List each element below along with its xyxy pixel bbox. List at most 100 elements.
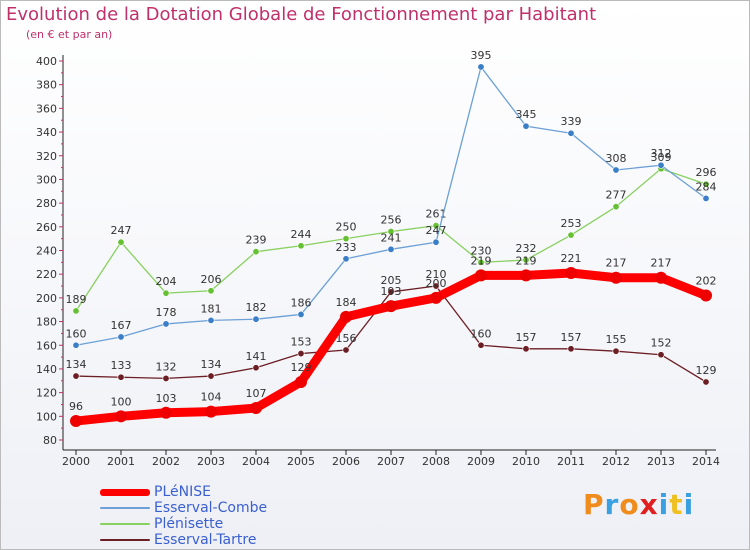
data-point-esserval-combe bbox=[117, 333, 125, 341]
data-label-esserval-tartre: 157 bbox=[516, 331, 537, 344]
data-label-esserval-combe: 241 bbox=[381, 231, 402, 244]
chart-legend: PLéNISE Esserval-Combe Plénisette Esserv… bbox=[100, 484, 267, 548]
data-point-pl-nisette bbox=[432, 222, 440, 230]
x-tick-label: 2008 bbox=[422, 455, 450, 468]
data-point-pl-nisette bbox=[612, 203, 620, 211]
data-label-pl-nise: 104 bbox=[201, 391, 222, 404]
data-label-esserval-tartre: 160 bbox=[471, 327, 492, 340]
data-point-esserval-tartre bbox=[72, 372, 80, 380]
data-label-esserval-combe: 284 bbox=[696, 180, 717, 193]
data-point-esserval-tartre bbox=[657, 351, 665, 359]
logo-letter: t bbox=[669, 488, 684, 521]
data-label-esserval-tartre: 157 bbox=[561, 331, 582, 344]
data-point-esserval-combe bbox=[567, 129, 575, 137]
data-point-pl-nisette bbox=[567, 231, 575, 239]
data-label-esserval-tartre: 132 bbox=[156, 360, 177, 373]
data-point-esserval-tartre bbox=[252, 364, 260, 372]
data-label-pl-nisette: 247 bbox=[111, 224, 132, 237]
data-point-pl-nise bbox=[430, 291, 442, 304]
data-label-esserval-tartre: 205 bbox=[381, 274, 402, 287]
x-tick-label: 2007 bbox=[377, 455, 405, 468]
data-label-pl-nise: 217 bbox=[606, 257, 627, 270]
y-tick-label: 340 bbox=[36, 126, 57, 139]
data-point-pl-nise bbox=[295, 375, 307, 388]
y-tick-label: 120 bbox=[36, 387, 57, 400]
logo-letter: i bbox=[683, 488, 695, 521]
data-point-esserval-tartre bbox=[522, 345, 530, 353]
data-label-esserval-tartre: 153 bbox=[291, 336, 312, 349]
x-tick-label: 2006 bbox=[332, 455, 360, 468]
data-point-pl-nise bbox=[250, 402, 262, 415]
data-label-esserval-tartre: 156 bbox=[336, 332, 357, 345]
data-label-esserval-tartre: 133 bbox=[111, 359, 132, 372]
y-tick-label: 240 bbox=[36, 245, 57, 258]
x-tick-label: 2001 bbox=[107, 455, 135, 468]
x-tick-label: 2012 bbox=[602, 455, 630, 468]
legend-item-plenise: PLéNISE bbox=[100, 484, 267, 500]
data-point-pl-nise bbox=[700, 289, 712, 302]
data-point-esserval-tartre bbox=[342, 346, 350, 354]
data-point-pl-nisette bbox=[387, 228, 395, 236]
legend-label-esserval-tartre: Esserval-Tartre bbox=[154, 532, 257, 548]
data-label-pl-nisette: 253 bbox=[561, 217, 582, 230]
y-tick-label: 100 bbox=[36, 410, 57, 423]
data-label-esserval-combe: 345 bbox=[516, 108, 537, 121]
y-tick-label: 140 bbox=[36, 363, 57, 376]
data-point-esserval-combe bbox=[387, 245, 395, 253]
data-point-pl-nise bbox=[205, 405, 217, 418]
data-point-esserval-tartre bbox=[207, 372, 215, 380]
data-point-pl-nisette bbox=[297, 242, 305, 250]
data-label-pl-nise: 193 bbox=[381, 285, 402, 298]
y-tick-label: 260 bbox=[36, 221, 57, 234]
data-label-esserval-tartre: 152 bbox=[651, 337, 672, 350]
data-label-pl-nise: 219 bbox=[471, 254, 492, 267]
data-point-pl-nise bbox=[520, 269, 532, 282]
data-label-pl-nise: 96 bbox=[69, 400, 83, 413]
data-label-esserval-combe: 178 bbox=[156, 306, 177, 319]
data-point-pl-nise bbox=[385, 300, 397, 313]
data-point-pl-nise bbox=[655, 271, 667, 284]
y-tick-label: 200 bbox=[36, 292, 57, 305]
legend-item-esserval-tartre: Esserval-Tartre bbox=[100, 532, 267, 548]
data-label-pl-nisette: 261 bbox=[426, 208, 447, 221]
y-tick-label: 280 bbox=[36, 197, 57, 210]
y-tick-label: 360 bbox=[36, 102, 57, 115]
data-point-esserval-tartre bbox=[162, 374, 170, 382]
data-label-pl-nise: 184 bbox=[336, 296, 357, 309]
data-point-esserval-tartre bbox=[477, 341, 485, 349]
data-point-esserval-tartre bbox=[117, 373, 125, 381]
legend-swatch-plenisette bbox=[100, 523, 150, 525]
y-tick-label: 80 bbox=[43, 434, 57, 447]
legend-label-plenisette: Plénisette bbox=[154, 516, 224, 532]
x-tick-label: 2000 bbox=[62, 455, 90, 468]
data-point-pl-nisette bbox=[252, 248, 260, 256]
data-label-esserval-combe: 247 bbox=[426, 224, 447, 237]
data-point-esserval-combe bbox=[432, 238, 440, 246]
data-point-esserval-combe bbox=[342, 255, 350, 263]
data-point-pl-nisette bbox=[342, 235, 350, 243]
data-label-pl-nise: 217 bbox=[651, 257, 672, 270]
data-point-pl-nisette bbox=[702, 180, 710, 188]
data-label-pl-nise: 107 bbox=[246, 387, 267, 400]
data-label-pl-nise: 129 bbox=[291, 361, 312, 374]
data-point-esserval-combe bbox=[72, 341, 80, 349]
x-tick-label: 2005 bbox=[287, 455, 315, 468]
logo-letter: x bbox=[639, 488, 659, 521]
data-label-pl-nise: 221 bbox=[561, 252, 582, 265]
y-tick-label: 160 bbox=[36, 339, 57, 352]
legend-swatch-esserval-tartre bbox=[100, 539, 150, 541]
data-label-pl-nisette: 250 bbox=[336, 221, 357, 234]
data-point-esserval-tartre bbox=[567, 345, 575, 353]
data-label-esserval-tartre: 155 bbox=[606, 333, 627, 346]
data-label-esserval-tartre: 141 bbox=[246, 350, 267, 363]
data-label-esserval-combe: 167 bbox=[111, 319, 132, 332]
y-tick-label: 380 bbox=[36, 79, 57, 92]
data-label-pl-nise: 202 bbox=[696, 275, 717, 288]
y-tick-label: 180 bbox=[36, 316, 57, 329]
data-point-pl-nisette bbox=[477, 258, 485, 266]
proxiti-logo: Proxiti bbox=[583, 488, 694, 521]
x-tick-label: 2009 bbox=[467, 455, 495, 468]
logo-letter: r bbox=[604, 488, 620, 521]
legend-swatch-esserval-combe bbox=[100, 507, 150, 509]
